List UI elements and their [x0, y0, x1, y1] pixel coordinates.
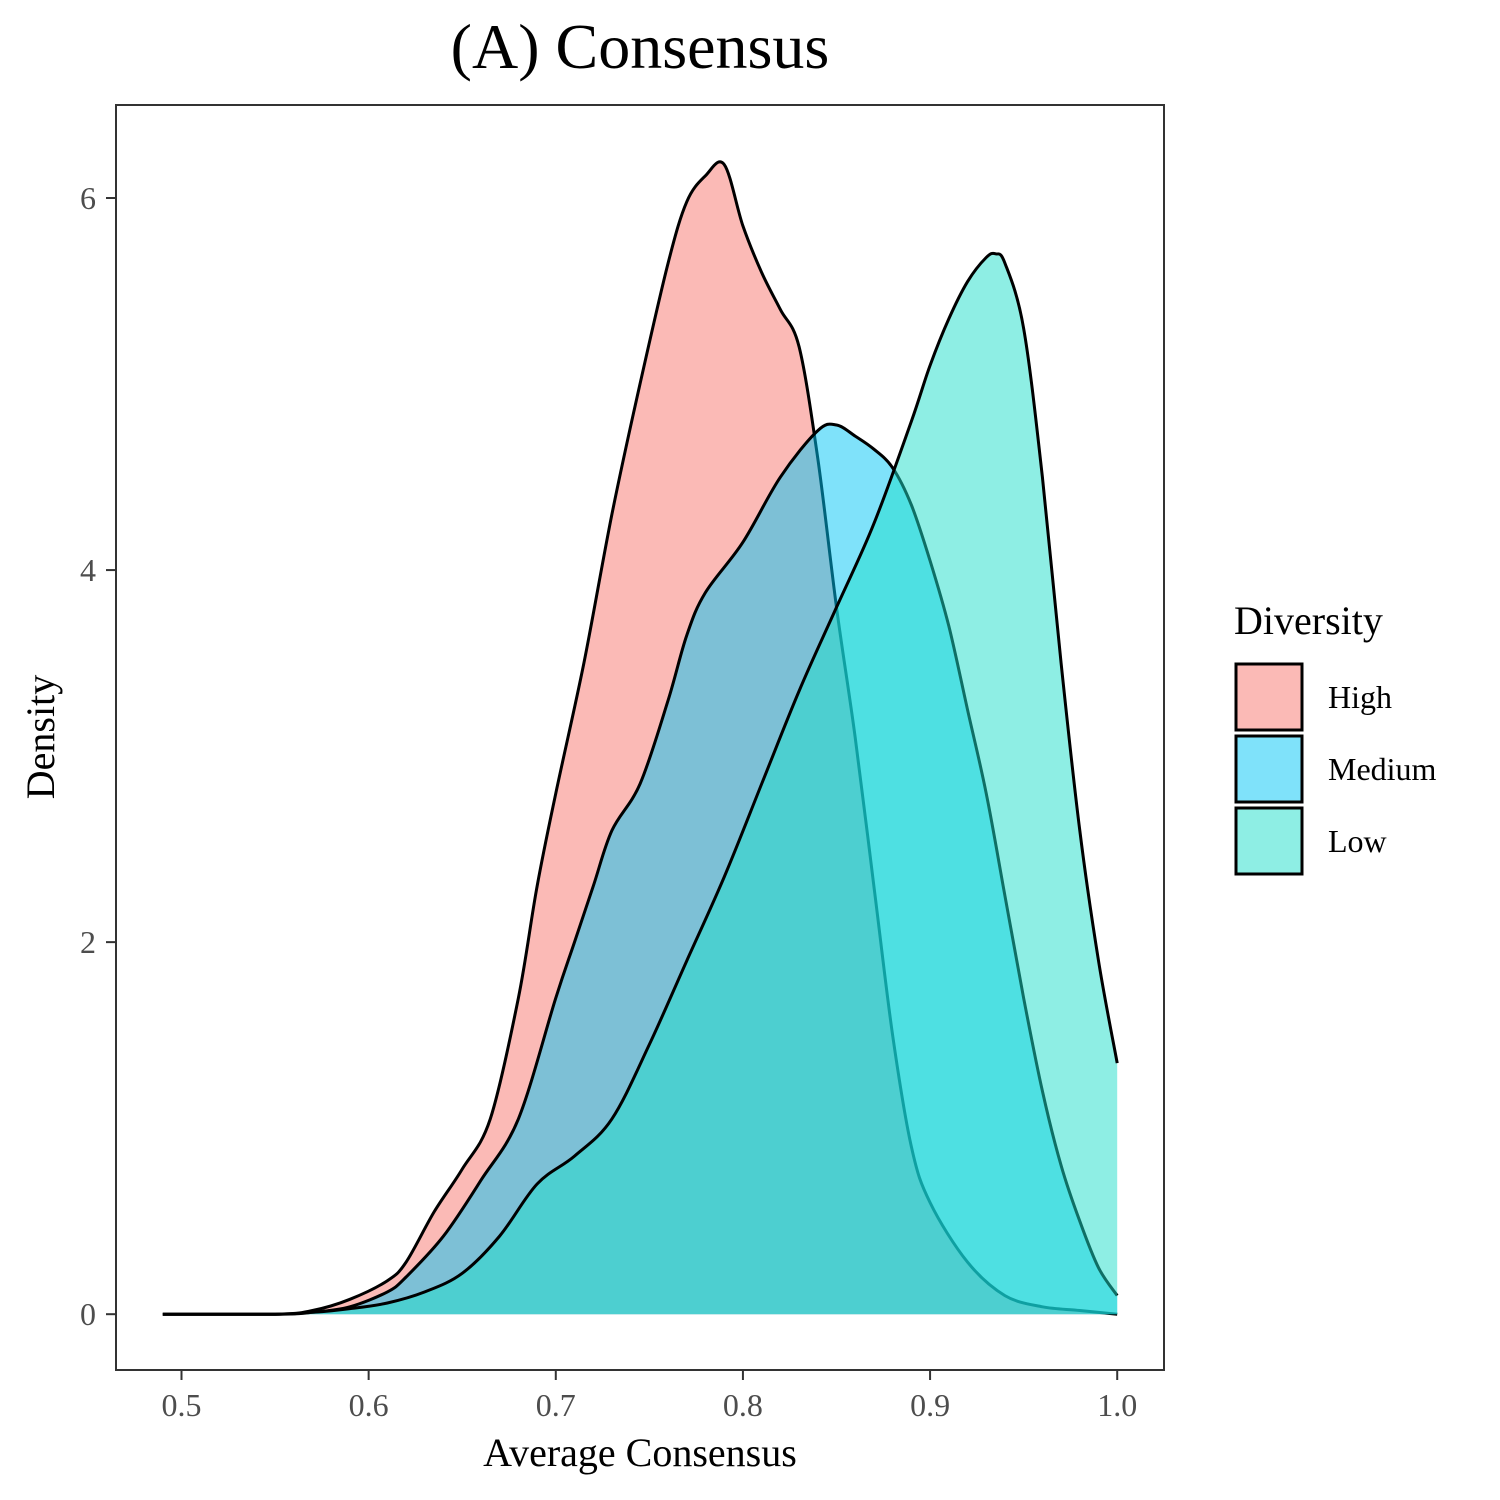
y-tick-label: 0 — [80, 1296, 96, 1332]
x-tick-label: 0.9 — [910, 1387, 950, 1423]
density-area-low — [162, 253, 1118, 1315]
legend-item-medium: Medium — [1234, 734, 1437, 804]
x-tick-label: 0.8 — [723, 1387, 763, 1423]
plot-area — [115, 104, 1165, 1371]
density-layer — [162, 160, 1119, 1316]
density-line-low — [162, 251, 1119, 1316]
y-axis-title: Density — [18, 675, 63, 799]
x-tick-label: 0.7 — [536, 1387, 576, 1423]
legend-swatch-medium — [1234, 734, 1304, 804]
legend-items: High Medium Low — [1234, 662, 1437, 876]
x-axis-title: Average Consensus — [483, 1430, 797, 1475]
x-tick-label: 1.0 — [1097, 1387, 1137, 1423]
legend-label-medium: Medium — [1328, 751, 1437, 787]
legend-title: Diversity — [1234, 598, 1383, 643]
legend-swatch-low — [1234, 806, 1304, 876]
legend-item-low: Low — [1234, 806, 1387, 876]
x-axis: 0.5 0.6 0.7 0.8 0.9 1.0 — [162, 1370, 1137, 1423]
y-tick-label: 2 — [80, 924, 96, 960]
y-tick-label: 6 — [80, 180, 96, 216]
legend-label-low: Low — [1328, 823, 1387, 859]
y-axis: 0 2 4 6 — [80, 180, 116, 1332]
legend-swatch-high — [1234, 662, 1304, 732]
plot-border — [115, 104, 1165, 1371]
legend: Diversity High Medium Low — [1234, 598, 1437, 876]
chart-title: (A) Consensus — [451, 11, 830, 82]
legend-label-high: High — [1328, 679, 1392, 715]
y-tick-label: 4 — [80, 552, 96, 588]
legend-item-high: High — [1234, 662, 1392, 732]
x-tick-label: 0.5 — [162, 1387, 202, 1423]
x-tick-label: 0.6 — [349, 1387, 389, 1423]
